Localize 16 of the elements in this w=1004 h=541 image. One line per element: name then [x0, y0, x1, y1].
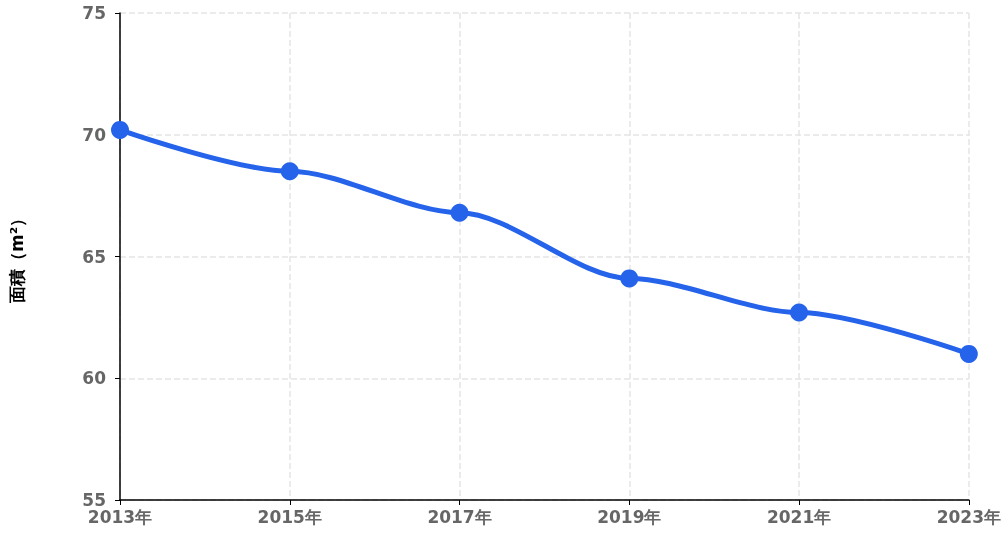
y-tick-label: 70	[82, 124, 107, 145]
y-tick-label: 60	[82, 368, 107, 389]
x-tick-label: 2017年	[427, 506, 492, 527]
point	[450, 203, 469, 222]
x-tick-label: 2019年	[597, 506, 662, 527]
point	[111, 120, 129, 139]
x-tick-label: 2015年	[257, 506, 322, 527]
y-tick-label: 65	[82, 246, 106, 267]
x-tick-label: 2021年	[766, 506, 832, 527]
point	[790, 303, 809, 322]
y-tick-label: 75	[82, 3, 106, 23]
point	[280, 162, 299, 181]
y-axis-title: 面積（m²）	[6, 209, 27, 305]
x-tick-label: 2023年	[936, 506, 1002, 527]
point	[620, 269, 639, 288]
point	[959, 344, 978, 363]
